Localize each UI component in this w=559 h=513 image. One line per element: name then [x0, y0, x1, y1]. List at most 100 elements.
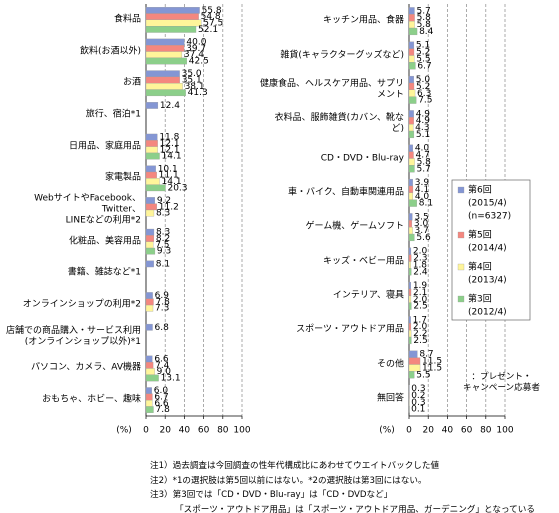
value-label: 6.7 [417, 61, 431, 71]
bar [145, 374, 159, 382]
bar [145, 323, 153, 331]
value-label: 11.5 [422, 357, 442, 367]
x-tick-label: 20 [422, 426, 434, 436]
category-label: パソコン、カメラ、AV機器 [30, 362, 141, 373]
bar [408, 330, 412, 338]
bar [145, 102, 159, 109]
legend-swatch [457, 231, 465, 239]
bar [408, 27, 418, 36]
value-label: 14.1 [162, 152, 182, 162]
bar [145, 406, 154, 413]
value-label: 57.5 [203, 19, 223, 29]
value-label: 8.1 [156, 259, 170, 269]
value-label: 55.8 [202, 6, 222, 16]
category-label: オンラインショップの利用*2 [22, 299, 141, 310]
value-label: 2.1 [413, 288, 427, 298]
bar [408, 227, 413, 235]
bar [145, 89, 186, 97]
x-axis-label: (%) [116, 426, 132, 436]
value-label: 4.7 [416, 151, 430, 161]
bar [408, 268, 412, 276]
bar [145, 400, 153, 407]
bar [408, 165, 415, 173]
note: 注3）第3回では「CD・DVD・Blu-ray」は「CD・DVDなど」 [150, 490, 393, 500]
x-tick-label: 20 [159, 426, 171, 436]
value-label: 5.8 [417, 13, 432, 23]
value-label: 5.8 [417, 157, 432, 167]
category-label: 旅行、宿泊*1 [85, 109, 141, 120]
x-tick-label: 40 [179, 426, 191, 436]
value-label: 8.2 [156, 234, 170, 244]
legend-label: 第5回 [468, 229, 492, 241]
x-tick-label: 80 [480, 426, 492, 436]
bar [145, 45, 185, 52]
value-label: 6.8 [155, 323, 170, 333]
bar [408, 185, 414, 193]
category-label: 書籍、雑誌など*1 [67, 267, 141, 278]
category-label: 店舗での商品購入・サービス利用 (オンラインショップ以外)*1 [5, 325, 141, 347]
value-label: 2.4 [413, 267, 428, 277]
bar [145, 292, 153, 299]
x-tick-label: 100 [233, 426, 250, 436]
value-label: 4.0 [415, 192, 430, 202]
value-label: 11.8 [159, 133, 179, 143]
bar [408, 96, 417, 104]
x-tick-label: 0 [143, 426, 149, 436]
bar [408, 357, 421, 365]
value-label: 8.7 [419, 350, 433, 360]
bar [408, 213, 413, 221]
value-label: 12.1 [160, 139, 180, 149]
x-axis-label: (%) [379, 426, 395, 436]
value-label: 8.3 [156, 209, 170, 219]
category-label: お酒 [122, 77, 141, 88]
bar [145, 197, 155, 204]
value-label: 38.1 [185, 82, 205, 92]
legend-swatch [457, 186, 465, 194]
value-label: 6.6 [154, 354, 169, 364]
bar [145, 178, 160, 185]
value-label: 5.2 [416, 48, 430, 58]
value-label: 40.0 [186, 38, 206, 48]
bar [145, 13, 199, 20]
bar [145, 133, 158, 141]
bar [408, 295, 412, 303]
bar [145, 7, 200, 14]
legend-period: (2012/4) [468, 308, 507, 318]
value-label: 2.0 [413, 247, 428, 257]
value-label: 4.3 [415, 123, 429, 133]
value-label: 3.9 [415, 178, 430, 188]
bar [145, 152, 160, 160]
category-label: その他 [376, 359, 404, 369]
value-label: 0.1 [411, 405, 425, 415]
annotation: ：プレゼント・ キャンペーン応募者 [463, 372, 540, 393]
bar [408, 220, 413, 228]
legend-n: (n=6327) [468, 212, 511, 222]
category-label: 車・バイク、自動車関連用品 [287, 187, 404, 198]
value-label: 1.7 [413, 315, 427, 325]
legend-swatch [457, 263, 465, 271]
bar [408, 336, 412, 345]
bar [145, 38, 185, 46]
value-label: 5.0 [416, 75, 431, 85]
bar [408, 178, 413, 187]
bar [408, 7, 415, 15]
x-tick-label: 100 [496, 426, 513, 436]
category-label: 衣料品、服飾雑貨(カバン、靴な ど) [274, 113, 404, 135]
value-label: 35.0 [182, 69, 202, 79]
category-label: WebサイトやFacebook、Twitter、 LINEなどの利用*2 [34, 193, 141, 226]
value-label: 7.8 [155, 405, 170, 415]
category-label: スポーツ・アウトドア用品 [296, 324, 404, 335]
bar [408, 323, 412, 331]
bar [145, 241, 154, 249]
value-label: 7.4 [155, 361, 170, 371]
bar [145, 57, 187, 65]
value-label: 0.3 [411, 384, 425, 394]
value-label: 5.7 [416, 164, 430, 174]
value-label: 0.2 [411, 391, 425, 401]
bar [145, 140, 158, 147]
value-label: 7.3 [155, 304, 169, 314]
bar [408, 124, 414, 132]
value-label: 41.3 [188, 88, 208, 98]
x-tick-label: 40 [442, 426, 454, 436]
category-label: キッズ・ベビー用品 [322, 256, 404, 266]
